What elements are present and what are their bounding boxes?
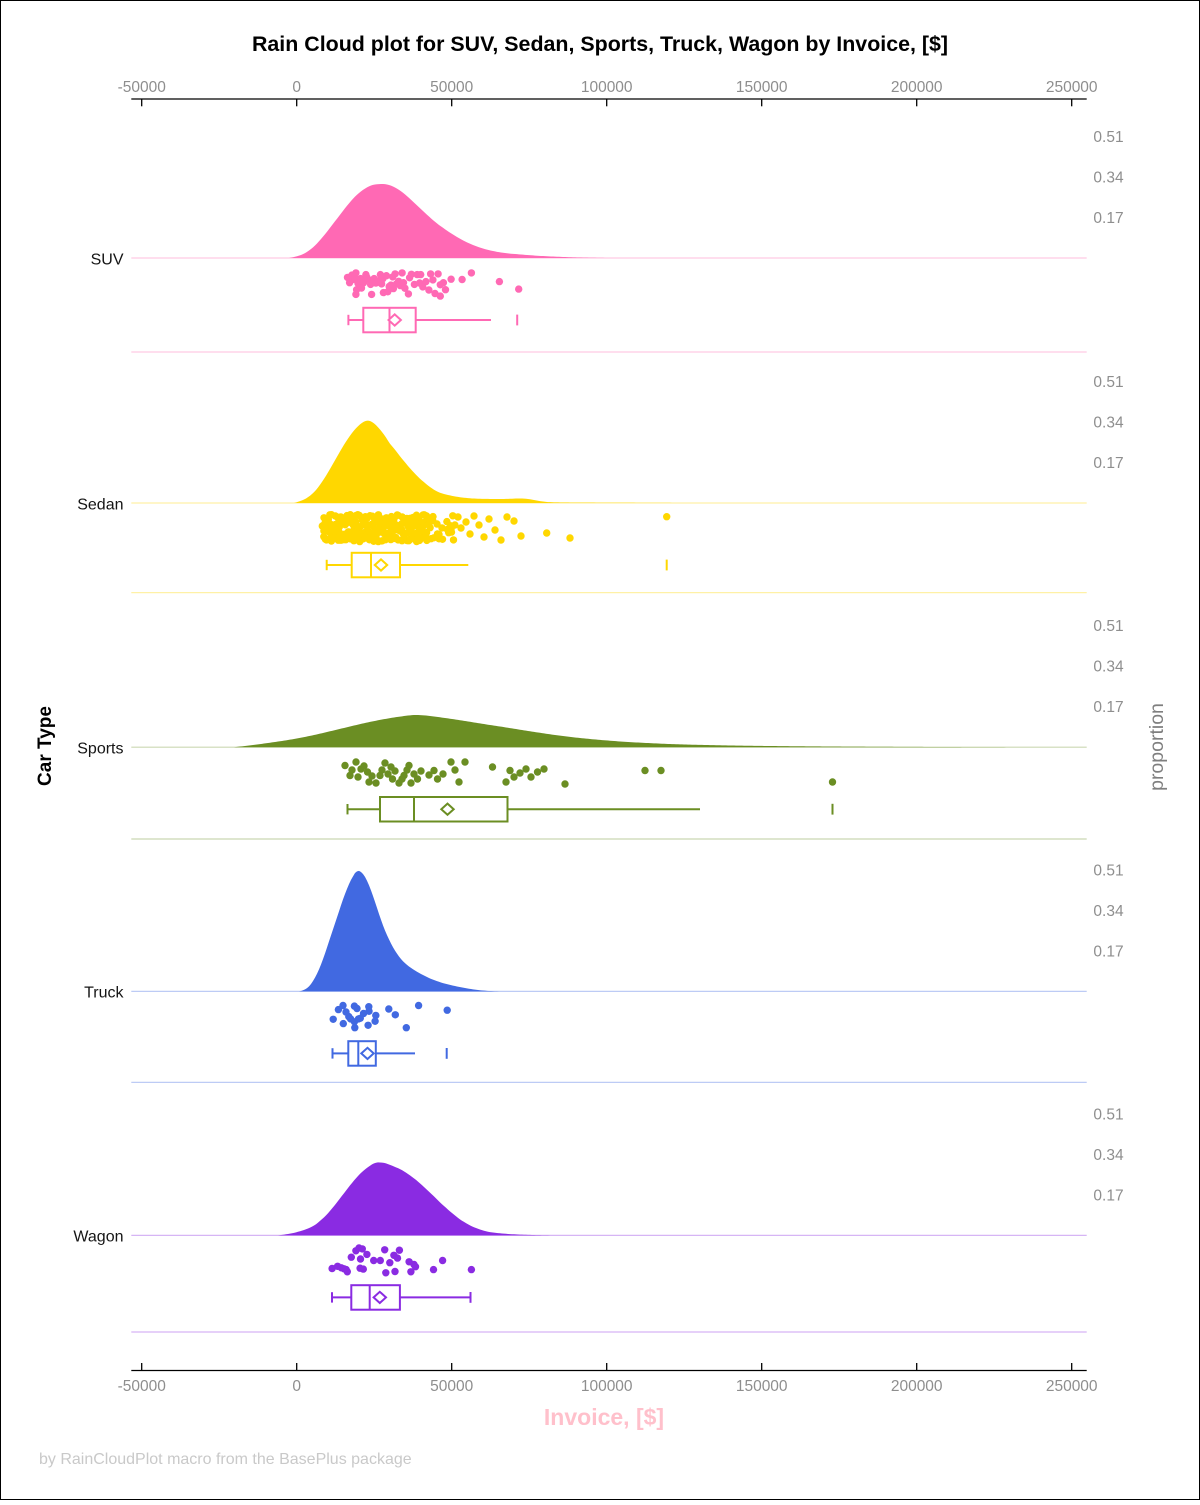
svg-text:0.34: 0.34 [1093,415,1124,432]
svg-text:200000: 200000 [891,1378,943,1395]
svg-text:proportion: proportion [1146,703,1168,791]
svg-text:100000: 100000 [581,79,633,96]
svg-text:SUV: SUV [91,251,124,268]
svg-text:0.17: 0.17 [1093,943,1123,960]
svg-text:Sedan: Sedan [77,496,123,513]
svg-text:Sports: Sports [77,741,123,758]
svg-text:Invoice, [$]: Invoice, [$] [544,1404,664,1430]
svg-text:150000: 150000 [736,1378,788,1395]
svg-text:0.51: 0.51 [1093,129,1123,146]
svg-text:0.34: 0.34 [1093,170,1124,187]
svg-text:0.34: 0.34 [1093,1147,1124,1164]
svg-text:0: 0 [292,1378,301,1395]
svg-text:250000: 250000 [1046,1378,1098,1395]
svg-text:50000: 50000 [430,79,473,96]
svg-text:0.17: 0.17 [1093,699,1123,716]
svg-text:0.17: 0.17 [1093,1187,1123,1204]
svg-text:50000: 50000 [430,1378,473,1395]
svg-text:250000: 250000 [1046,79,1098,96]
svg-text:0.51: 0.51 [1093,618,1123,635]
svg-text:0.17: 0.17 [1093,455,1123,472]
svg-text:150000: 150000 [736,79,788,96]
svg-text:by RainCloudPlot macro from th: by RainCloudPlot macro from the BasePlus… [39,1451,412,1468]
svg-text:Car Type: Car Type [35,706,56,786]
svg-text:100000: 100000 [581,1378,633,1395]
svg-text:0.34: 0.34 [1093,903,1124,920]
svg-text:200000: 200000 [891,79,943,96]
svg-text:Rain Cloud plot for SUV, Sedan: Rain Cloud plot for SUV, Sedan, Sports, … [252,32,948,56]
svg-text:0.51: 0.51 [1093,1106,1123,1123]
svg-text:0.51: 0.51 [1093,374,1123,391]
svg-text:0.51: 0.51 [1093,862,1123,879]
svg-text:Wagon: Wagon [73,1229,123,1246]
svg-text:0: 0 [292,79,301,96]
svg-text:0.34: 0.34 [1093,659,1124,676]
svg-text:0.17: 0.17 [1093,210,1123,227]
svg-text:-50000: -50000 [118,79,167,96]
svg-text:-50000: -50000 [118,1378,167,1395]
svg-text:Truck: Truck [84,985,124,1002]
